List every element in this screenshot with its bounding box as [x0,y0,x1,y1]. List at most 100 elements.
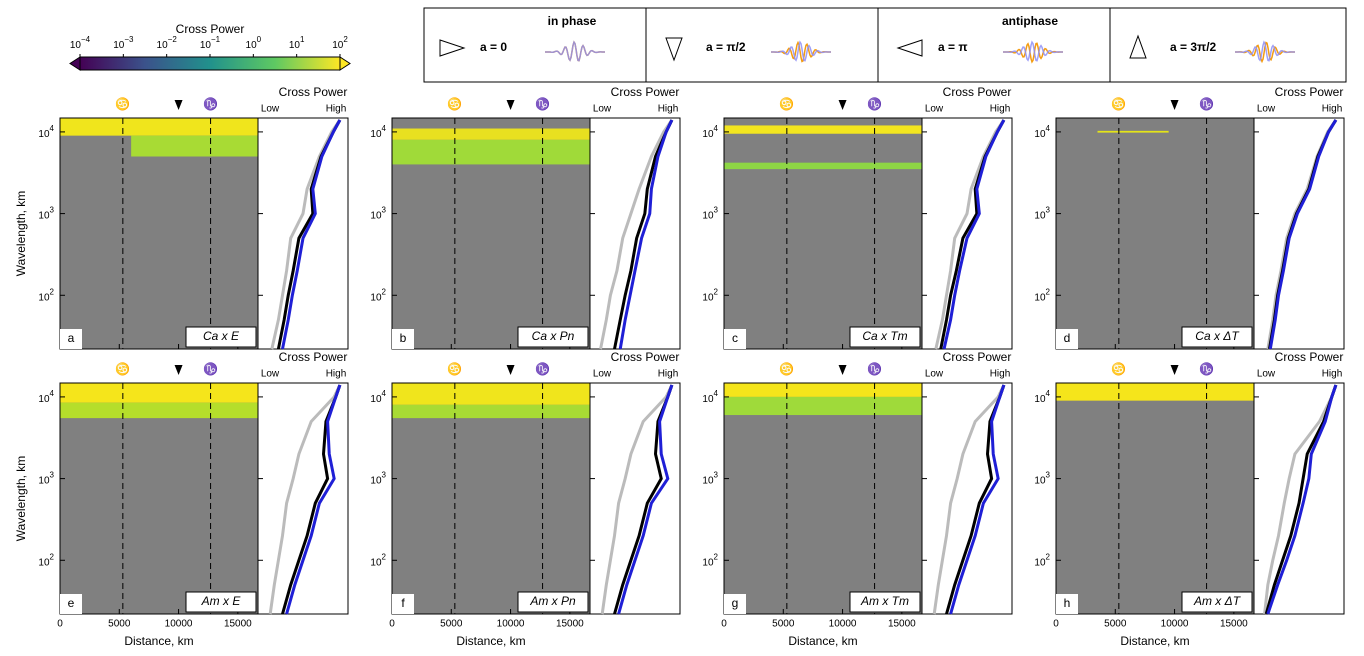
y-tick-label-exp: 3 [50,471,55,480]
y-tick-label-base: 10 [1034,292,1046,303]
power-curve [617,384,674,615]
plot-frame [59,382,349,615]
side-low: Low [925,104,944,115]
y-tick-label: 103 [1034,206,1050,222]
x-tick-label: 5000 [1104,619,1127,630]
y-tick-label: 103 [38,471,54,487]
colorbar-tick-label-exp: 0 [257,35,262,44]
legend-note: antiphase [1002,14,1058,28]
power-band [724,162,922,170]
y-tick-label-exp: 2 [50,552,55,561]
power-band [60,118,258,136]
panel-title: Am x Tm [860,594,909,608]
y-tick-label-exp: 3 [382,471,387,480]
equator-marker [174,100,183,110]
panel-label-box [392,329,414,349]
legend-label: a = π/2 [706,40,746,54]
side-title: Cross Power [611,350,680,364]
side-high: High [658,104,679,115]
legend-box [423,7,1347,83]
colorbar-title: Cross Power [176,22,245,36]
equator-marker [506,365,515,375]
y-tick-label: 104 [702,389,718,405]
side-low: Low [593,369,612,380]
tropic-symbol: ♑ [535,97,550,111]
power-band [724,396,922,416]
y-tick-label-base: 10 [370,557,382,568]
side-low: Low [1257,369,1276,380]
tropic-symbol: ♋ [1111,97,1126,111]
colorbar-tick-label: 102 [332,35,348,51]
y-tick-label: 102 [1034,552,1050,568]
y-tick-label-exp: 4 [1046,389,1051,398]
power-curve [618,119,674,350]
legend-wave [1002,40,1064,62]
y-tick-label-base: 10 [370,394,382,405]
y-tick-label-base: 10 [370,129,382,140]
plot-area [60,383,258,614]
equator-marker [174,365,183,375]
y-tick-label: 102 [702,552,718,568]
colorbar-tick-label: 101 [289,35,305,51]
plot-frame [1055,117,1345,350]
power-curve [285,384,342,615]
side-title: Cross Power [1275,350,1344,364]
equator-marker [506,100,515,110]
y-tick-label: 102 [38,287,54,303]
y-tick-label-base: 10 [702,475,714,486]
panel-title: Ca x Tm [862,329,907,343]
legend-arrow [896,39,923,57]
y-tick-label: 104 [702,124,718,140]
y-tick-label-exp: 2 [1046,287,1051,296]
y-tick-label-exp: 2 [382,552,387,561]
side-title: Cross Power [279,85,348,99]
x-axis-label: Distance, km [788,634,857,648]
x-tick-label: 10000 [1161,619,1189,630]
y-tick-label-base: 10 [1034,475,1046,486]
x-tick-label: 15000 [556,619,584,630]
legend-arrow [1129,34,1147,59]
power-curve [949,384,1006,615]
plot-frame [1055,382,1345,615]
legend-wave [770,40,832,62]
x-tick-label: 10000 [165,619,193,630]
y-tick-label-base: 10 [702,292,714,303]
panel-title: Am x ΔT [1193,594,1242,608]
power-band [392,128,590,140]
panel-label: b [400,331,407,345]
legend-label: a = 3π/2 [1170,40,1217,54]
y-tick-label-base: 10 [370,292,382,303]
panel-title-box [849,326,921,348]
x-tick-label: 10000 [829,619,857,630]
plot-frame [391,382,681,615]
y-tick-label-base: 10 [370,210,382,221]
legend-wave [544,40,606,62]
plot-frame [391,117,681,350]
y-tick-label-exp: 2 [1046,552,1051,561]
y-tick-label-base: 10 [702,557,714,568]
side-high: High [658,369,679,380]
panel-label-box [724,594,746,614]
panel-title: Am x Pn [529,594,576,608]
panel-label: d [1064,331,1071,345]
panel-label: f [401,596,405,610]
y-tick-label-exp: 4 [382,389,387,398]
x-tick-label: 10000 [497,619,525,630]
legend-arrow [439,39,466,57]
power-band [392,404,590,419]
y-tick-label-exp: 2 [50,287,55,296]
panel-title-box [849,591,921,613]
plot-area [60,118,258,349]
colorbar-tick-label: 10−4 [70,35,91,51]
y-tick-label: 104 [1034,124,1050,140]
y-tick-label-exp: 4 [50,124,55,133]
tropic-symbol: ♋ [447,362,462,376]
power-band [131,135,258,157]
colorbar-tick-label-exp: −1 [211,35,221,44]
plot-frame [723,382,1013,615]
y-tick-label-exp: 3 [1046,471,1051,480]
panel-title-box [517,591,589,613]
y-tick-label: 103 [1034,471,1050,487]
x-tick-label: 0 [1053,619,1059,630]
